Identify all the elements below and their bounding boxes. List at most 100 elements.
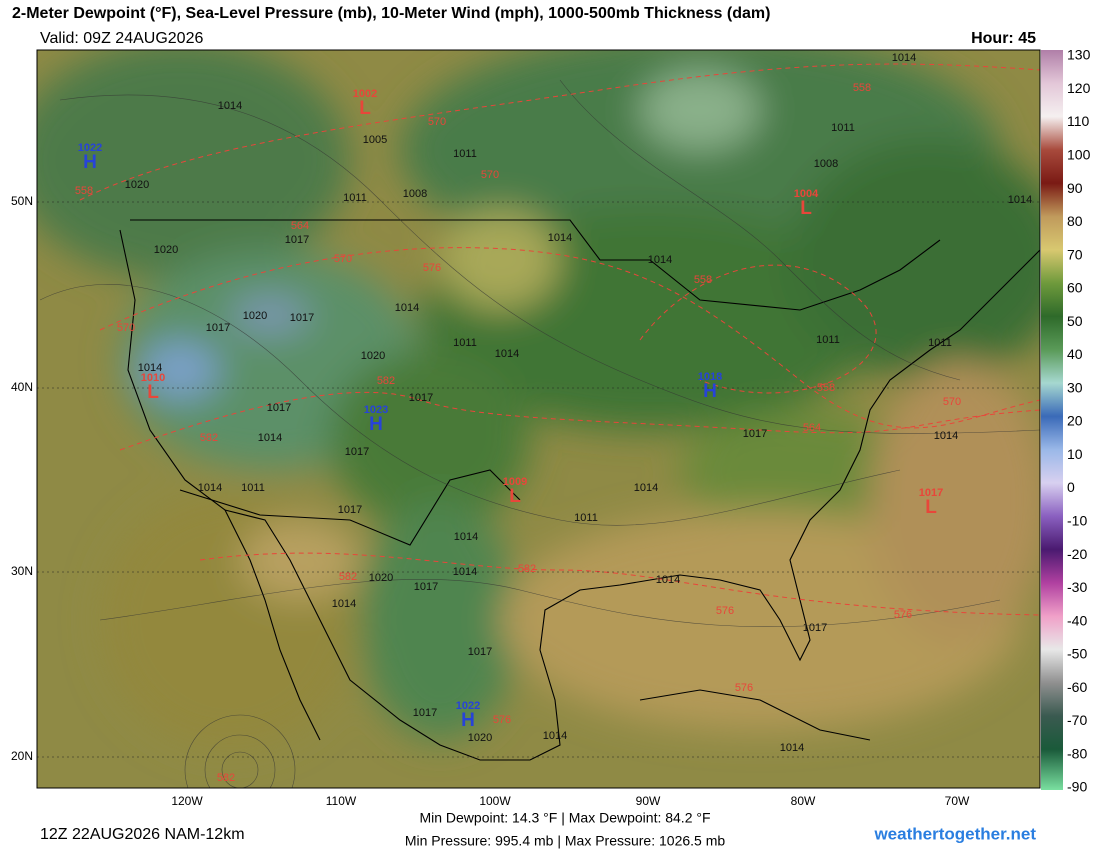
thickness-label: 582 [200,432,218,444]
isobar-label: 1011 [453,148,477,160]
thickness-label: 558 [817,382,835,394]
forecast-hour: Hour: 45 [971,30,1036,47]
graticule [37,201,1040,758]
isobar-label: 1017 [206,322,230,334]
thickness-label: 570 [428,116,446,128]
center-value: 1004 [794,188,819,200]
valid-time: Valid: 09Z 24AUG2026 [40,30,203,47]
dewpoint-stats: Min Dewpoint: 14.3 °F | Max Dewpoint: 84… [419,810,710,826]
center-symbol: H [703,381,717,402]
isobar-label: 1017 [743,428,767,440]
isobar-label: 1014 [634,482,658,494]
center-symbol: H [369,414,383,435]
center-value: 1002 [353,88,377,100]
colorbar-tick-label: 100 [1067,147,1091,163]
isobar-label: 1008 [403,188,427,200]
colorbar-tick-label: -20 [1067,546,1087,562]
colorbar-tick-label: 50 [1067,313,1083,329]
thickness-label: 558 [75,185,93,197]
title: 2-Meter Dewpoint (°F), Sea-Level Pressur… [12,5,770,22]
center-value: 1022 [78,142,102,154]
isobar-label: 1014 [648,254,672,266]
thickness-label: 570 [943,396,961,408]
colorbar-tick-label: -60 [1067,679,1087,695]
longitude-label: 70W [945,794,970,808]
isobar-label: 1020 [369,572,393,584]
thickness-label: 582 [339,571,357,583]
latitude-label: 50N [11,194,33,208]
center-value: 1023 [364,404,388,416]
latitude-label: 30N [11,564,33,578]
thickness-label: 576 [735,682,753,694]
center-value: 1010 [141,372,165,384]
colorbar-tick-label: -90 [1067,779,1087,795]
center-symbol: L [509,486,521,507]
isobar-label: 1014 [218,100,242,112]
isobar-label: 1020 [243,310,267,322]
colorbar-tick-label: 80 [1067,213,1083,229]
colorbar-tick-label: 20 [1067,413,1083,429]
isobar-label: 1020 [154,244,178,256]
center-symbol: L [147,382,159,403]
thickness-label: 576 [716,605,734,617]
isobar-label: 1017 [285,234,309,246]
isobar-label: 1017 [267,402,291,414]
coastlines [119,219,1040,761]
center-symbol: L [359,98,371,119]
thickness-label: 570 [481,169,499,181]
thickness-label: 558 [853,82,871,94]
longitude-label: 120W [171,794,203,808]
pressure-stats: Min Pressure: 995.4 mb | Max Pressure: 1… [405,833,726,849]
isobar-label: 1017 [409,392,433,404]
colorbar-tick-label: -70 [1067,712,1087,728]
isobar-label: 1017 [803,622,827,634]
latitude-label: 40N [11,380,33,394]
isobar-label: 1014 [198,482,222,494]
isobar-label: 1014 [138,362,162,374]
thickness-label: 576 [493,714,511,726]
isobar-label: 1011 [343,192,367,204]
colorbar-tick-label: -10 [1067,513,1087,529]
colorbar-tick-label: 120 [1067,80,1091,96]
isobar-label: 1014 [543,730,567,742]
colorbar [1041,50,1063,790]
isobar-label: 1014 [395,302,419,314]
thickness-label: 582 [377,375,395,387]
thickness-contours [79,63,1040,616]
latitude-label: 20N [11,749,33,763]
isobar-label: 1020 [125,179,149,191]
longitude-label: 80W [791,794,816,808]
center-symbol: H [83,152,97,173]
colorbar-tick-label: 30 [1067,379,1083,395]
site-credit: weathertogether.net [873,824,1036,843]
colorbar-tick-label: 130 [1067,47,1091,63]
isobar-label: 1017 [413,707,437,719]
isobar-label: 1014 [332,598,356,610]
isobar-label: 1014 [454,531,478,543]
center-symbol: L [925,497,937,518]
thickness-label: 582 [217,772,235,784]
isobar-label: 1017 [468,646,492,658]
isobars [39,79,1040,788]
center-symbol: H [461,710,475,731]
isobar-label: 1014 [656,574,680,586]
center-value: 1018 [698,371,722,383]
thickness-label: 564 [291,220,309,232]
thickness-label: 558 [694,274,712,286]
model-run: 12Z 22AUG2026 NAM-12km [40,826,245,843]
isobar-label: 1011 [816,334,840,346]
colorbar-tick-label: 10 [1067,446,1083,462]
isobar-label: 1020 [361,350,385,362]
longitude-label: 110W [326,794,357,808]
center-value: 1017 [919,487,943,499]
thickness-label: 576 [423,262,441,274]
thickness-label: 564 [803,422,821,434]
thickness-label: 570 [117,322,135,334]
colorbar-tick-label: 110 [1067,113,1090,129]
isobar-label: 1017 [414,581,438,593]
isobar-label: 1011 [574,512,598,524]
isobar-label: 1014 [934,430,958,442]
thickness-label: 576 [894,609,912,621]
